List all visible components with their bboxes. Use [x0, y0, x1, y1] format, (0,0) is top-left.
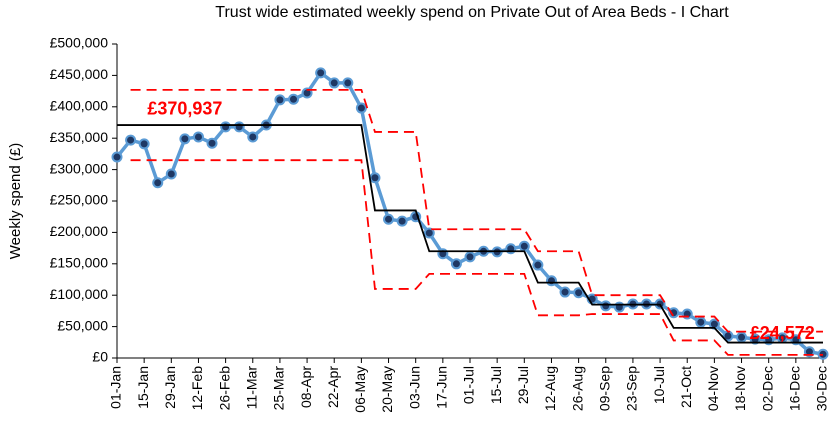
y-tick-label: £50,000: [57, 317, 108, 333]
x-tick-label: 17-Jun: [434, 366, 450, 409]
data-point: [152, 177, 164, 189]
data-point: [247, 131, 259, 143]
y-axis-label: Weekly spend (£): [7, 143, 24, 259]
data-point: [165, 168, 177, 180]
x-tick-label: 06-May: [352, 366, 368, 413]
x-tick-label: 26-Feb: [216, 366, 232, 411]
x-tick-label: 11-Mar: [243, 366, 259, 410]
data-point: [369, 172, 381, 184]
data-point: [464, 251, 476, 263]
data-point: [532, 259, 544, 271]
y-tick-label: £500,000: [50, 35, 109, 51]
data-point: [695, 316, 707, 328]
x-tick-label: 23-Sep: [624, 366, 640, 411]
x-tick-label: 22-Apr: [325, 366, 341, 408]
x-tick-label: 29-Jul: [515, 366, 531, 404]
x-tick-label: 20-May: [379, 366, 395, 413]
data-point: [423, 227, 435, 239]
x-tick-label: 15-Jan: [135, 366, 151, 409]
data-point: [192, 131, 204, 143]
x-tick-label: 01-Jul: [461, 366, 477, 404]
x-tick-label: 18-Nov: [732, 366, 748, 411]
x-tick-label: 29-Jan: [162, 366, 178, 409]
x-tick-label: 21-Oct: [678, 366, 694, 408]
data-point: [600, 300, 612, 312]
x-tick-label: 09-Sep: [596, 366, 612, 411]
data-point: [545, 275, 557, 287]
data-point: [559, 286, 571, 298]
data-point: [328, 77, 340, 89]
x-tick-label: 02-Dec: [759, 366, 775, 411]
data-point: [274, 94, 286, 106]
x-tick-label: 08-Apr: [298, 366, 314, 408]
x-tick-label: 03-Jun: [406, 366, 422, 409]
data-point: [573, 287, 585, 299]
y-tick-label: £200,000: [50, 223, 109, 239]
x-tick-label: 12-Aug: [542, 366, 558, 411]
y-tick-label: £350,000: [50, 129, 109, 145]
data-point: [315, 67, 327, 79]
y-tick-label: £0: [92, 349, 108, 365]
y-tick-label: £250,000: [50, 192, 109, 208]
data-point: [749, 333, 761, 345]
data-point: [668, 307, 680, 319]
x-tick-label: 30-Dec: [814, 366, 830, 411]
mean-line: [117, 124, 823, 344]
x-tick-label: 26-Aug: [569, 366, 585, 411]
y-tick-label: £400,000: [50, 98, 109, 114]
data-line: [115, 70, 824, 356]
y-tick-label: £300,000: [50, 160, 109, 176]
x-tick-label: 16-Dec: [787, 366, 803, 411]
data-point: [518, 240, 530, 252]
control-limit: [130, 88, 823, 333]
data-point: [355, 102, 367, 114]
chart-title: Trust wide estimated weekly spend on Pri…: [215, 4, 729, 21]
x-tick-label: 04-Nov: [705, 366, 721, 411]
annotation: £24,572: [750, 323, 815, 343]
data-point: [450, 258, 462, 270]
data-point: [342, 77, 354, 89]
data-point: [220, 121, 232, 133]
data-point: [288, 93, 299, 105]
x-tick-label: 01-Jan: [108, 366, 124, 409]
x-tick-label: 10-Jul: [651, 366, 667, 404]
data-point: [138, 138, 150, 150]
data-point: [736, 331, 748, 343]
data-point: [206, 137, 218, 149]
data-point: [396, 215, 408, 227]
y-tick-label: £150,000: [50, 255, 109, 271]
x-tick-label: 12-Feb: [189, 366, 205, 411]
x-tick-label: 15-Jul: [488, 366, 504, 404]
x-tick-label: 25-Mar: [271, 366, 287, 411]
data-point: [179, 133, 191, 145]
y-tick-label: £100,000: [50, 286, 109, 302]
annotation: £370,937: [147, 99, 222, 119]
data-point: [233, 121, 245, 133]
data-point: [383, 213, 395, 225]
y-tick-label: £450,000: [50, 66, 109, 82]
data-point: [125, 134, 137, 146]
data-point: [111, 151, 123, 163]
control-limit: [130, 159, 823, 356]
